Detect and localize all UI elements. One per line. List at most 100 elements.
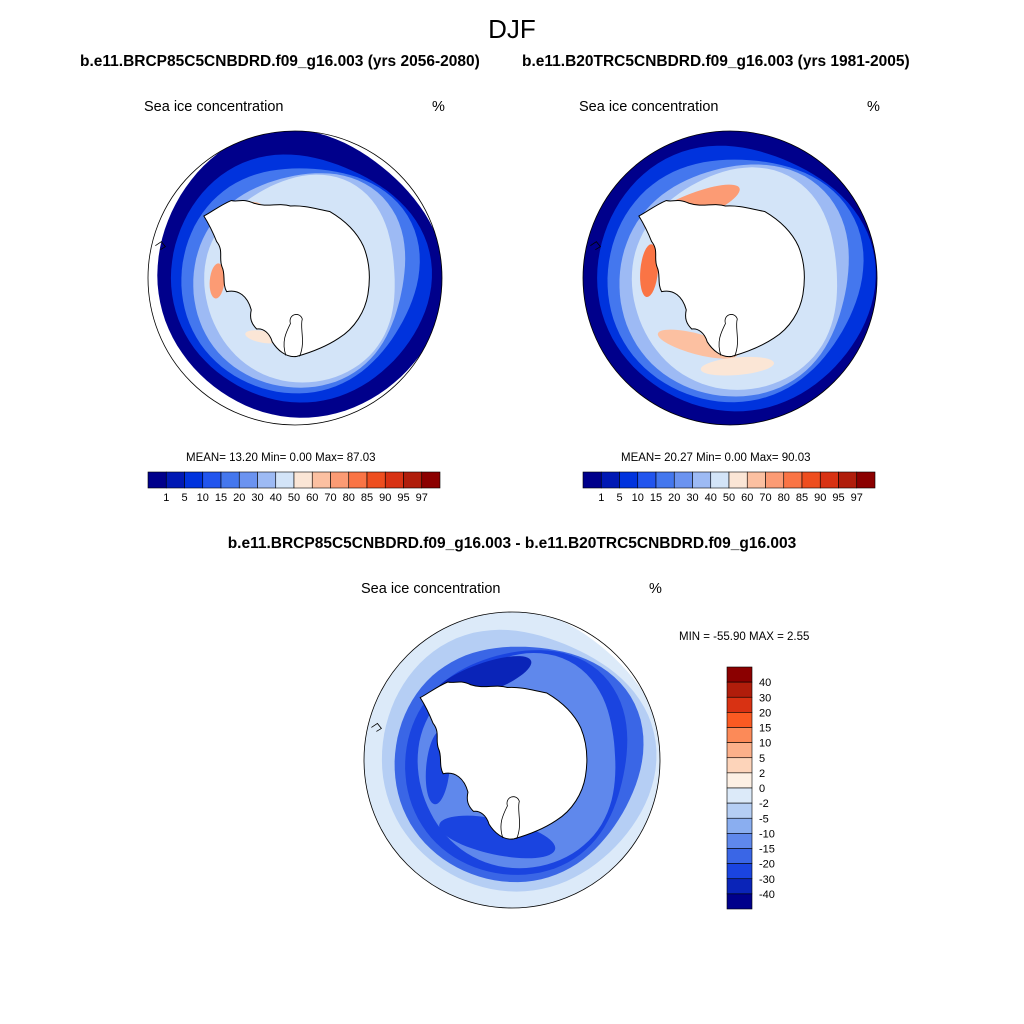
left-colorbar-tick: 10 (197, 492, 209, 504)
left-colorbar-box-7 (275, 471, 295, 489)
diff-colorbar-tick: 10 (759, 738, 771, 750)
left-colorbar-box-10 (330, 471, 350, 489)
diff-colorbar-box-3 (726, 712, 753, 728)
left-map-border (147, 130, 443, 426)
left-colorbar-tick: 15 (215, 492, 227, 504)
right-colorbar-tick: 10 (632, 492, 644, 504)
left-colorbar-tick: 50 (288, 492, 300, 504)
diff-colorbar-box-6 (726, 757, 753, 774)
right-map-border (582, 130, 878, 426)
right-colorbar-box-14 (838, 471, 858, 489)
left-colorbar-box-11 (348, 471, 368, 489)
diff-colorbar-tick: 15 (759, 723, 771, 735)
right-colorbar-tick: 40 (705, 492, 717, 504)
right-colorbar-tick: 85 (796, 492, 808, 504)
right-colorbar-box-4 (655, 471, 675, 489)
right-colorbar-tick: 80 (778, 492, 790, 504)
left-colorbar-box-13 (384, 471, 404, 489)
panel-left-title: b.e11.BRCP85C5CNBDRD.f09_g16.003 (yrs 20… (80, 53, 480, 70)
right-colorbar-box-7 (710, 471, 730, 489)
right-map-stats: MEAN= 20.27 Min= 0.00 Max= 90.03 (621, 452, 811, 464)
left-colorbar-box-3 (202, 471, 222, 489)
diff-colorbar-box-1 (726, 681, 753, 698)
right-colorbar-box-15 (856, 471, 876, 489)
diff-colorbar-box-9 (726, 802, 753, 819)
right-colorbar-tick: 90 (814, 492, 826, 504)
diff-colorbar-tick: 20 (759, 707, 771, 719)
right-colorbar-box-12 (801, 471, 821, 489)
diff-map-units: % (649, 581, 662, 597)
diff-map (363, 611, 661, 909)
right-map-units: % (867, 99, 880, 115)
diff-colorbar-box-7 (726, 772, 753, 789)
diff-colorbar-box-11 (726, 833, 753, 849)
left-colorbar-box-15 (421, 471, 441, 489)
left-colorbar-tick: 20 (233, 492, 245, 504)
right-colorbar-box-3 (637, 471, 657, 489)
diff-colorbar-tick: 40 (759, 677, 771, 689)
left-colorbar-tick: 95 (397, 492, 409, 504)
right-map (582, 130, 878, 426)
left-colorbar-tick: 70 (324, 492, 336, 504)
right-colorbar-box-5 (673, 471, 693, 489)
right-colorbar-box-11 (783, 471, 803, 489)
diff-colorbar-tick: -20 (759, 859, 775, 871)
left-colorbar-box-6 (257, 471, 277, 489)
right-colorbar-tick: 1 (598, 492, 604, 504)
right-patch-4 (700, 356, 774, 376)
diff-map-label: Sea ice concentration (361, 581, 501, 597)
diff-colorbar-box-12 (726, 848, 753, 864)
left-map-units: % (432, 99, 445, 115)
right-colorbar-box-13 (819, 471, 839, 489)
left-colorbar-box-1 (165, 471, 185, 489)
diff-peninsula-islands (371, 722, 382, 732)
left-colorbar-box-9 (311, 471, 331, 489)
left-colorbar-box-8 (293, 471, 313, 489)
left-colorbar-box-0 (147, 471, 167, 489)
left-map (147, 130, 443, 426)
diff-map-stats: MIN = -55.90 MAX = 2.55 (679, 631, 810, 643)
right-peninsula-islands (590, 241, 601, 251)
right-colorbar-box-1 (600, 471, 620, 489)
right-colorbar-box-6 (692, 471, 712, 489)
diff-colorbar-tick: -10 (759, 828, 775, 840)
right-colorbar-box-0 (582, 471, 602, 489)
diff-colorbar-tick: -30 (759, 874, 775, 886)
diff-colorbar-tick: -5 (759, 813, 769, 825)
right-colorbar-box-2 (619, 471, 639, 489)
left-colorbar-box-4 (220, 471, 240, 489)
left-colorbar-tick: 40 (270, 492, 282, 504)
right-colorbar-tick: 70 (759, 492, 771, 504)
left-map-stats: MEAN= 13.20 Min= 0.00 Max= 87.03 (186, 452, 376, 464)
right-colorbar-tick: 95 (832, 492, 844, 504)
left-colorbar-box-5 (238, 471, 258, 489)
diff-patch-2 (439, 815, 556, 859)
left-colorbar-tick: 1 (163, 492, 169, 504)
left-colorbar-box-14 (403, 471, 423, 489)
diff-colorbar-tick: -40 (759, 889, 775, 901)
right-colorbar-tick: 20 (668, 492, 680, 504)
right-colorbar-tick: 50 (723, 492, 735, 504)
left-colorbar-tick: 30 (251, 492, 263, 504)
right-colorbar-box-10 (765, 471, 785, 489)
diff-colorbar-box-10 (726, 817, 753, 834)
figure-title: DJF (488, 14, 536, 44)
diff-colorbar-box-4 (726, 727, 753, 743)
panel-diff-title: b.e11.BRCP85C5CNBDRD.f09_g16.003 - b.e11… (227, 535, 797, 552)
diff-colorbar-tick: 5 (759, 753, 765, 765)
panel-right-title: b.e11.B20TRC5CNBDRD.f09_g16.003 (yrs 198… (522, 53, 910, 70)
left-colorbar-box-12 (366, 471, 386, 489)
right-colorbar-tick: 60 (741, 492, 753, 504)
diff-colorbar-tick: -2 (759, 798, 769, 810)
right-colorbar-tick: 97 (851, 492, 863, 504)
left-colorbar-tick: 80 (343, 492, 355, 504)
diff-colorbar-box-8 (726, 787, 753, 804)
left-peninsula-islands (155, 241, 166, 251)
left-colorbar-box-2 (184, 471, 204, 489)
diff-colorbar-box-15 (726, 893, 753, 910)
left-colorbar-tick: 5 (181, 492, 187, 504)
diff-colorbar-box-13 (726, 863, 753, 880)
diff-colorbar-box-0 (726, 666, 753, 683)
left-colorbar-tick: 97 (416, 492, 428, 504)
